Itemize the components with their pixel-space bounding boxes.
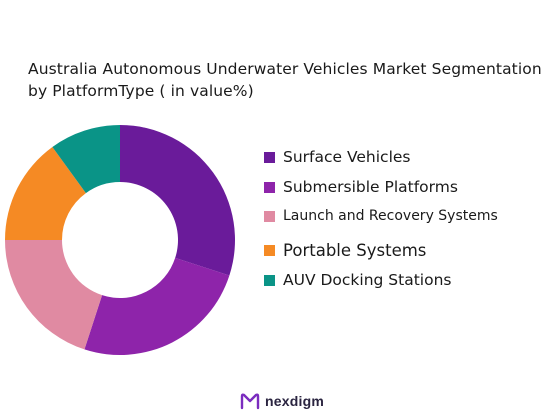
legend-label: Surface Vehicles <box>283 148 411 166</box>
legend-item-submersible-platforms: Submersible Platforms <box>264 178 458 196</box>
legend-label: AUV Docking Stations <box>283 271 452 289</box>
legend-label: Portable Systems <box>283 241 427 260</box>
chart-title: Australia Autonomous Underwater Vehicles… <box>28 60 542 100</box>
donut-slice-submersible-platforms <box>84 257 230 355</box>
donut-slice-launch-and-recovery-systems <box>5 240 103 350</box>
donut-chart <box>5 125 235 355</box>
legend-item-launch-and-recovery-systems: Launch and Recovery Systems <box>264 208 498 224</box>
brand-logo: nexdigm <box>240 392 324 410</box>
legend-swatch <box>264 151 275 163</box>
donut-slice-auv-docking-stations <box>52 125 121 194</box>
legend-swatch <box>264 210 275 222</box>
nexdigm-logo-icon <box>240 393 260 410</box>
legend-label: Submersible Platforms <box>283 178 458 196</box>
legend-item-surface-vehicles: Surface Vehicles <box>264 148 410 166</box>
donut-slice-portable-systems <box>5 146 86 240</box>
legend-item-auv-docking-stations: AUV Docking Stations <box>264 271 451 289</box>
legend-label: Launch and Recovery Systems <box>283 208 498 224</box>
brand-name: nexdigm <box>265 393 324 409</box>
legend-item-portable-systems: Portable Systems <box>264 241 426 260</box>
donut-slice-surface-vehicles <box>120 125 235 276</box>
legend-swatch <box>264 245 275 256</box>
legend-swatch <box>264 181 275 193</box>
legend-swatch <box>264 274 275 286</box>
